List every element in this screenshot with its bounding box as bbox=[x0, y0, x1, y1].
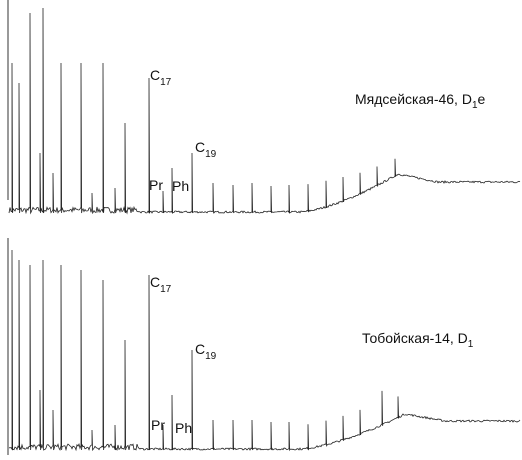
panel: C17 C19 Pr Ph Мядсейская-46, D1e bbox=[149, 67, 486, 194]
panel: C17 C19 Pr Ph Тобойская-14, D1 bbox=[150, 274, 474, 436]
peak-label: C19 bbox=[195, 341, 217, 362]
sample-label: Тобойская-14, D1 bbox=[362, 330, 474, 350]
peak-label: C19 bbox=[195, 139, 217, 160]
chromatogram-trace bbox=[8, 7, 521, 215]
peak-label: Ph bbox=[175, 420, 192, 436]
peak-label: Pr bbox=[149, 177, 163, 193]
peak-label: C17 bbox=[150, 67, 172, 88]
peak-label: Pr bbox=[151, 417, 165, 433]
peak-label: C17 bbox=[150, 274, 172, 295]
peak-label: Ph bbox=[172, 178, 189, 194]
chromatogram-trace bbox=[8, 249, 521, 452]
sample-label: Мядсейская-46, D1e bbox=[355, 91, 486, 111]
